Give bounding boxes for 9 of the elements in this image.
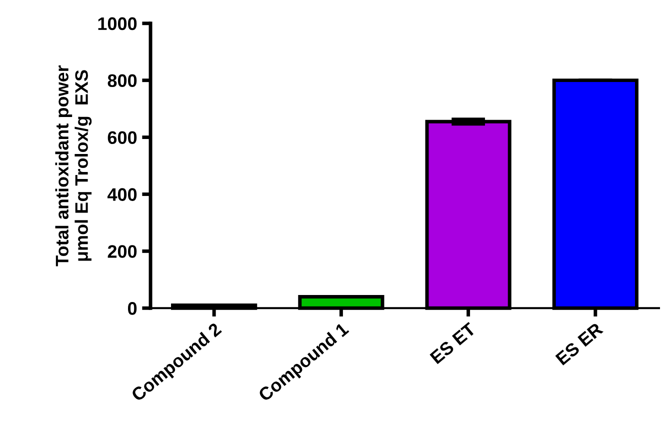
- y-axis-title: Total antioxidant power μmol Eq Trolox/g EXS: [55, 65, 92, 266]
- y-tick-label: 200: [108, 245, 137, 258]
- y-tick-label: 800: [108, 74, 137, 88]
- y-tick-label: 400: [107, 188, 137, 201]
- y-tick-label: 0: [128, 302, 137, 315]
- x-tick-label: ES ER: [555, 322, 604, 366]
- y-tick-label: 600: [108, 131, 137, 144]
- x-tick-label: ES ET: [430, 322, 477, 364]
- y-tick-label: 1000: [98, 17, 137, 30]
